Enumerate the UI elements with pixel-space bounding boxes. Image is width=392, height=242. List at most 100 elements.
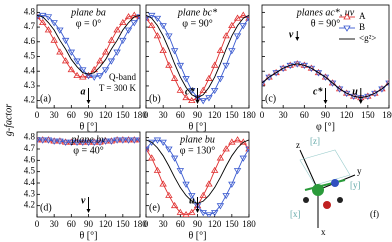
x-tick-label: 30	[159, 219, 169, 229]
y-tick-label: 4.6	[24, 36, 36, 46]
marker	[205, 95, 213, 102]
legend-marker	[343, 25, 351, 32]
marker	[182, 93, 190, 101]
marker	[44, 136, 53, 143]
x-tick-label: 60	[300, 110, 310, 120]
marker	[61, 139, 70, 146]
panel-title: plane bv	[70, 134, 106, 145]
arrow-head	[358, 100, 363, 104]
axis-mark-label: a	[81, 86, 86, 97]
marker	[90, 138, 98, 145]
axis-line	[299, 149, 319, 191]
x-tick-label: 60	[176, 219, 186, 229]
marker	[124, 136, 133, 143]
marker	[101, 137, 110, 144]
marker	[113, 26, 121, 33]
y-tick-label: 4.7	[24, 21, 36, 31]
marker	[170, 155, 179, 162]
marker	[205, 74, 213, 81]
marker	[335, 85, 344, 92]
y-tick-label: 4.8	[24, 6, 36, 16]
marker	[228, 181, 236, 188]
x-tick-label: 180	[382, 110, 392, 120]
x-axis-label: θ [°]	[189, 230, 207, 241]
marker	[216, 154, 225, 161]
marker	[50, 20, 58, 27]
arrow-head	[295, 37, 300, 41]
marker	[165, 33, 173, 40]
marker	[136, 136, 140, 143]
marker	[199, 86, 207, 93]
marker	[176, 86, 185, 93]
plot-area	[262, 60, 389, 102]
diagram-label: [z]	[310, 136, 320, 146]
marker	[233, 33, 242, 40]
marker	[130, 20, 138, 27]
marker	[124, 27, 133, 34]
y-axis-label: g-factor	[3, 104, 14, 136]
marker	[113, 137, 121, 144]
marker	[222, 32, 230, 39]
panel-subtitle: φ = 130°	[180, 145, 215, 156]
marker	[113, 49, 121, 56]
marker	[119, 37, 127, 45]
x-axis-label: θ [°]	[189, 121, 207, 132]
atom	[323, 201, 331, 209]
marker	[239, 23, 247, 30]
marker	[228, 21, 236, 29]
panel-title: plane bc*	[177, 7, 217, 18]
marker	[73, 139, 81, 146]
marker	[79, 138, 87, 145]
y-tick-label: 4.4	[24, 65, 36, 75]
marker	[245, 145, 249, 152]
marker	[216, 203, 225, 210]
panel-title: plane ba	[70, 7, 106, 18]
panel-label: (f)	[370, 209, 379, 219]
marker	[216, 46, 225, 54]
x-axis-label: θ [°]	[80, 230, 98, 241]
marker	[50, 36, 58, 43]
marker	[205, 180, 213, 187]
x-tick-label: 30	[50, 110, 60, 120]
axis-mark-label: u	[352, 86, 358, 97]
x-tick-label: 120	[340, 110, 354, 120]
x-tick-label: 120	[99, 110, 113, 120]
marker	[239, 155, 247, 162]
plot-area	[37, 136, 140, 146]
diagram-label: y	[357, 166, 362, 176]
marker	[378, 85, 386, 92]
x-tick-label: 90	[84, 219, 94, 229]
atom	[337, 197, 343, 203]
x-tick-label: 30	[159, 110, 169, 120]
bond	[304, 179, 346, 191]
marker	[205, 212, 213, 217]
arrow-head	[86, 209, 91, 213]
marker	[148, 139, 156, 146]
marker	[328, 79, 337, 86]
marker	[153, 137, 162, 144]
y-tick-label: 4.8	[24, 132, 36, 142]
legend-label: B	[359, 22, 365, 32]
diagram-label: [y]	[350, 180, 361, 190]
series-line	[37, 14, 140, 78]
marker	[199, 210, 207, 217]
marker	[113, 136, 121, 143]
marker	[101, 48, 110, 55]
x-tick-label: 90	[321, 110, 331, 120]
atom	[331, 179, 339, 187]
diagram-f: z [z] y [y] x [x] (f)	[290, 136, 379, 237]
marker	[79, 139, 87, 146]
panel-subtitle: φ = 40°	[73, 145, 103, 156]
marker	[84, 138, 93, 145]
marker	[328, 80, 337, 87]
panel-title: plane bu	[179, 134, 215, 145]
marker	[222, 193, 230, 200]
x-tick-label: 0	[144, 110, 149, 120]
x-tick-label: 150	[225, 219, 239, 229]
marker	[96, 57, 104, 64]
arrow-head	[195, 209, 200, 213]
panel-subtitle: φ = 90°	[182, 18, 212, 29]
marker	[233, 168, 242, 175]
marker	[84, 73, 93, 80]
marker	[170, 74, 179, 81]
